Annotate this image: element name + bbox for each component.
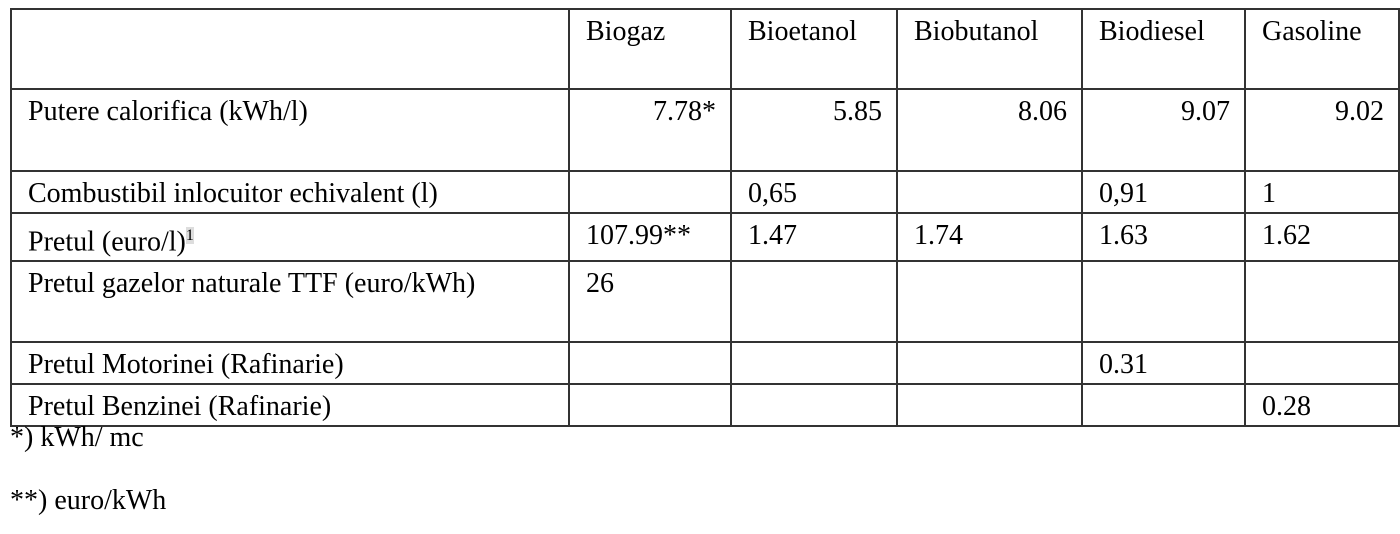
table-cell: [730, 341, 898, 386]
table-cell: [896, 341, 1083, 386]
table-row: Pretul (euro/l)1 107.99** 1.47 1.74 1.63 1.62: [10, 211, 1400, 263]
row-label: Pretul gazelor naturale TTF (euro/kWh): [10, 260, 570, 344]
table-cell: 0,65: [730, 170, 898, 214]
table-cell: 1.62: [1244, 211, 1400, 263]
label-text: Pretul gazelor naturale TTF (euro/kWh): [28, 268, 476, 300]
table-cell: [896, 260, 1083, 344]
footnote: **) euro/kWh: [10, 485, 167, 516]
table-cell: 107.99**: [568, 211, 732, 263]
row-label: Combustibil inlocuitor echivalent (l): [10, 170, 570, 214]
footnote-ref: 1: [185, 227, 194, 244]
label-text: Pretul (euro/l): [28, 226, 186, 258]
row-label: Pretul Motorinei (Rafinarie): [10, 341, 570, 386]
table-cell: [896, 170, 1083, 214]
table-cell: [1081, 383, 1246, 428]
label-text: Pretul Benzinei (Rafinarie): [28, 391, 332, 423]
label-text: Pretul Motorinei (Rafinarie): [28, 349, 344, 381]
table-row: Pretul gazelor naturale TTF (euro/kWh) 26: [10, 260, 1400, 344]
column-header: Bioetanol: [730, 8, 898, 90]
table-row: Pretul Benzinei (Rafinarie) 0.28: [10, 383, 1400, 428]
table-cell: [730, 260, 898, 344]
table-cell: 26: [568, 260, 732, 344]
table-cell: 1.63: [1081, 211, 1246, 263]
column-header: Biobutanol: [896, 8, 1083, 90]
table-cell: 1: [1244, 170, 1400, 214]
table-cell: [568, 170, 732, 214]
footnote: *) kWh/ mc: [10, 422, 144, 453]
table-cell: 0.31: [1081, 341, 1246, 386]
label-text: Combustibil inlocuitor echivalent (l): [28, 178, 438, 209]
table-row: Pretul Motorinei (Rafinarie) 0.31: [10, 341, 1400, 386]
table-cell: [896, 383, 1083, 428]
table-cell: 0.28: [1244, 383, 1400, 428]
header-row: Biogaz Bioetanol Biobutanol Biodiesel Gasoli…: [10, 8, 1400, 90]
table-cell: 1.74: [896, 211, 1083, 263]
table-cell: [568, 341, 732, 386]
table-cell: 7.78*: [568, 88, 732, 172]
table-cell: 0,91: [1081, 170, 1246, 214]
table-cell: 8.06: [896, 88, 1083, 172]
row-label: Pretul (euro/l)1: [10, 211, 570, 263]
table-row: Combustibil inlocuitor echivalent (l) 0,6…: [10, 170, 1400, 214]
table-cell: 9.02: [1244, 88, 1400, 172]
table-cell: 1.47: [730, 211, 898, 263]
data-table: Biogaz Bioetanol Biobutanol Biodiesel Gasoli…: [10, 8, 1400, 428]
column-header: Biodiesel: [1081, 8, 1246, 90]
table-cell: [1244, 260, 1400, 344]
table-row: Putere calorifica (kWh/l) 7.78* 5.85 8.06 9.…: [10, 88, 1400, 172]
row-label: Pretul Benzinei (Rafinarie): [10, 383, 570, 428]
table-cell: [568, 383, 732, 428]
table-cell: [1244, 341, 1400, 386]
column-header: Biogaz: [568, 8, 732, 90]
table-cell: 9.07: [1081, 88, 1246, 172]
row-label: Putere calorifica (kWh/l): [10, 88, 570, 172]
header-cell: [10, 8, 570, 90]
table-cell: 5.85: [730, 88, 898, 172]
table-cell: [730, 383, 898, 428]
label-text: Putere calorifica (kWh/l): [28, 96, 308, 127]
column-header: Gasoline: [1244, 8, 1400, 90]
table-cell: [1081, 260, 1246, 344]
